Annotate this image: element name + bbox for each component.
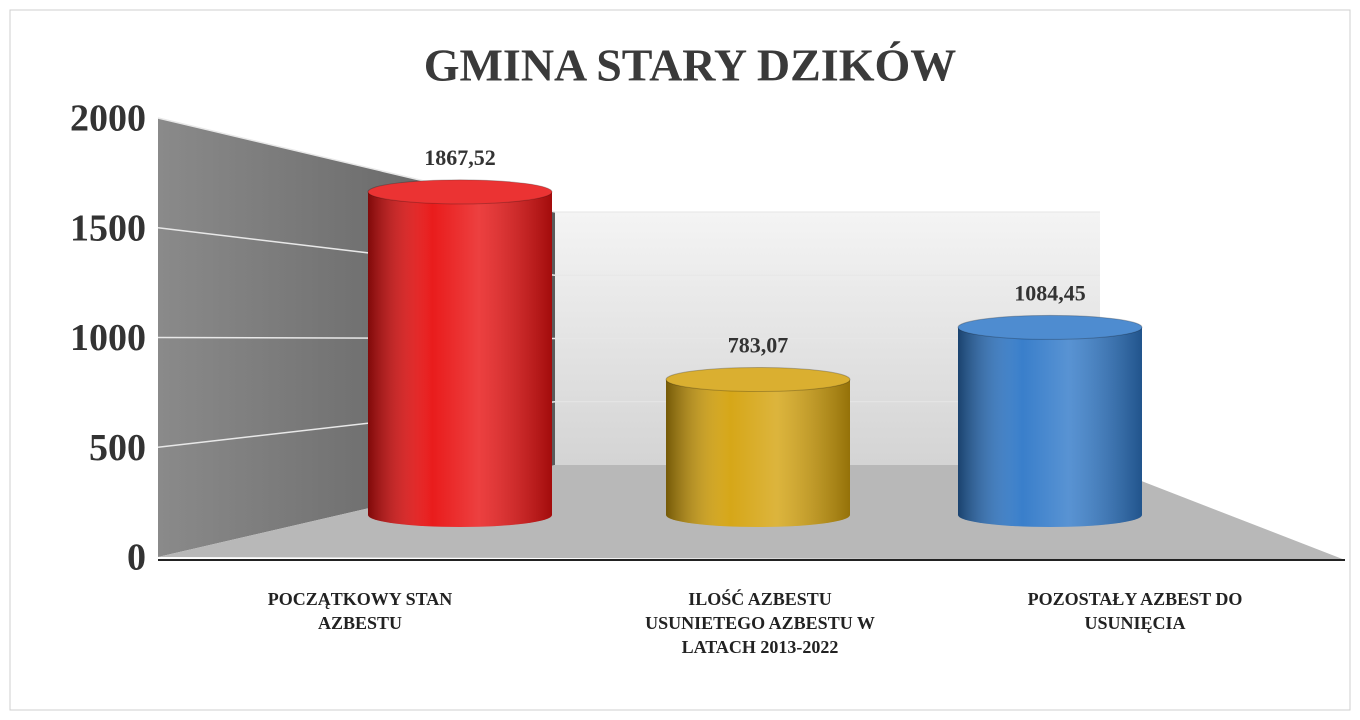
value-label: 1867,52: [424, 145, 496, 170]
value-label: 1084,45: [1014, 280, 1086, 305]
bar-shade: [368, 191, 552, 527]
y-tick-label: 1000: [70, 317, 146, 359]
bar-top: [665, 367, 851, 393]
bar-shade: [958, 327, 1142, 527]
value-label: 783,07: [728, 333, 789, 358]
y-tick-label: 500: [89, 427, 146, 469]
y-tick-label: 2000: [70, 98, 146, 140]
y-tick-label: 1500: [70, 207, 146, 249]
x-tick-label: ILOŚĆ AZBESTU USUNIETEGO AZBESTU W LATAC…: [645, 589, 875, 657]
bar-shade: [666, 379, 850, 527]
bar-top-shade: [666, 367, 850, 392]
bar-top: [367, 179, 553, 205]
bar-top: [957, 314, 1143, 340]
chart-title: GMINA STARY DZIKÓW: [424, 40, 957, 91]
bar-top-shade: [368, 179, 552, 204]
x-tick-label: POZOSTAŁY AZBEST DO USUNIĘCIA: [1027, 589, 1243, 633]
x-tick-label: POCZĄTKOWY STAN AZBESTU: [267, 589, 453, 633]
y-tick-label: 0: [127, 537, 146, 579]
bar-top-shade: [958, 315, 1142, 340]
